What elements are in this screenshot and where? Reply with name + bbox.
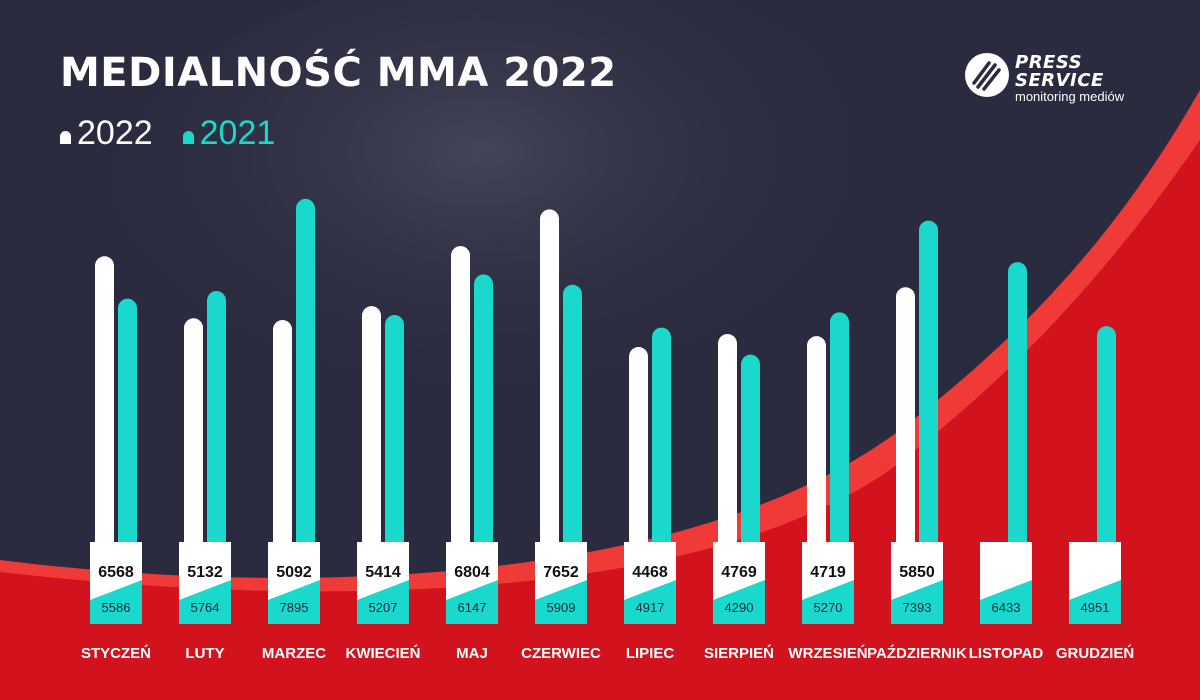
value-label-2022-4: 6804 <box>454 564 490 581</box>
bar-2021-6 <box>652 327 671 548</box>
value-label-2021-2: 7895 <box>280 600 309 615</box>
bar-2022-8 <box>807 336 826 548</box>
legend-label-2021: 2021 <box>199 114 276 152</box>
legend: 2022 2021 <box>60 114 305 153</box>
bar-2022-9 <box>896 287 915 548</box>
value-label-2021-3: 5207 <box>369 600 398 615</box>
bar-2021-1 <box>207 290 226 548</box>
value-label-2021-8: 5270 <box>814 600 843 615</box>
month-label-9: PAŹDZIERNIK <box>867 645 967 662</box>
value-label-2021-10: 6433 <box>992 600 1021 615</box>
logo-text-tagline: monitoring mediów <box>1015 89 1125 104</box>
logo-stripes-icon <box>972 61 1001 91</box>
month-label-11: GRUDZIEŃ <box>1056 645 1134 662</box>
month-label-0: STYCZEŃ <box>81 645 151 662</box>
bar-2021-4 <box>474 274 493 548</box>
month-label-4: MAJ <box>456 645 488 662</box>
value-label-2021-5: 5909 <box>547 600 576 615</box>
value-card-teal-8 <box>802 580 854 624</box>
month-label-2: MARZEC <box>262 645 326 662</box>
value-card-teal-4 <box>446 580 498 624</box>
value-card-teal-11 <box>1069 580 1121 624</box>
month-label-6: LIPIEC <box>626 645 675 662</box>
bar-2021-7 <box>741 354 760 548</box>
value-label-2021-4: 6147 <box>458 600 487 615</box>
value-card-teal-3 <box>357 580 409 624</box>
bar-2021-11 <box>1097 326 1116 548</box>
value-label-2021-0: 5586 <box>102 600 131 615</box>
bar-2021-2 <box>296 198 315 548</box>
bar-2022-1 <box>184 318 203 548</box>
value-card-teal-0 <box>90 580 142 624</box>
bar-2022-0 <box>95 256 114 548</box>
value-label-2022-6: 4468 <box>632 564 668 581</box>
value-label-2022-2: 5092 <box>276 564 312 581</box>
page-title: MEDIALNOŚĆ MMA 2022 <box>60 50 617 96</box>
month-label-8: WRZESIEŃ <box>788 645 867 662</box>
value-label-2021-7: 4290 <box>725 600 754 615</box>
value-card-teal-1 <box>179 580 231 624</box>
value-card-teal-9 <box>891 580 943 624</box>
press-service-logo-icon <box>965 53 1009 97</box>
legend-item-2022: 2022 <box>60 114 153 153</box>
bar-2021-8 <box>830 312 849 548</box>
legend-item-2021: 2021 <box>182 114 276 153</box>
value-label-2022-3: 5414 <box>365 564 401 581</box>
value-label-2022-1: 5132 <box>187 564 223 581</box>
value-label-2022-0: 6568 <box>98 564 134 581</box>
value-label-2022-5: 7652 <box>543 564 579 581</box>
bar-2022-3 <box>362 306 381 548</box>
value-label-2021-6: 4917 <box>636 600 665 615</box>
bar-2022-4 <box>451 246 470 549</box>
value-card-teal-7 <box>713 580 765 624</box>
legend-swatch-2022 <box>60 131 71 144</box>
value-card-teal-5 <box>535 580 587 624</box>
bar-2021-10 <box>1008 262 1027 548</box>
month-label-1: LUTY <box>185 645 224 662</box>
month-label-10: LISTOPAD <box>969 645 1044 662</box>
month-label-3: KWIECIEŃ <box>346 645 421 662</box>
value-label-2021-11: 4951 <box>1081 600 1110 615</box>
value-label-2021-9: 7393 <box>903 600 932 615</box>
bar-2021-5 <box>563 284 582 548</box>
month-label-7: SIERPIEŃ <box>704 645 774 662</box>
bar-2022-7 <box>718 333 737 548</box>
bar-2021-3 <box>385 315 404 548</box>
value-card-teal-10 <box>980 580 1032 624</box>
press-service-logo: PRESS SERVICE monitoring mediów <box>965 50 1145 110</box>
value-label-2022-7: 4769 <box>721 564 757 581</box>
bar-2022-2 <box>273 320 292 548</box>
value-label-2022-8: 4719 <box>810 564 846 581</box>
bar-2022-6 <box>629 346 648 548</box>
bar-2022-5 <box>540 209 559 548</box>
logo-text-press: PRESS <box>1015 52 1083 73</box>
value-label-2022-9: 5850 <box>899 564 935 581</box>
logo-text-service: SERVICE <box>1015 70 1104 91</box>
value-card-teal-2 <box>268 580 320 624</box>
bar-2021-0 <box>118 298 137 548</box>
month-label-5: CZERWIEC <box>521 645 601 662</box>
legend-swatch-2021 <box>182 131 194 144</box>
value-label-2021-1: 5764 <box>191 600 220 615</box>
legend-label-2022: 2022 <box>77 114 153 152</box>
value-card-teal-6 <box>624 580 676 624</box>
bar-2021-9 <box>919 220 938 548</box>
